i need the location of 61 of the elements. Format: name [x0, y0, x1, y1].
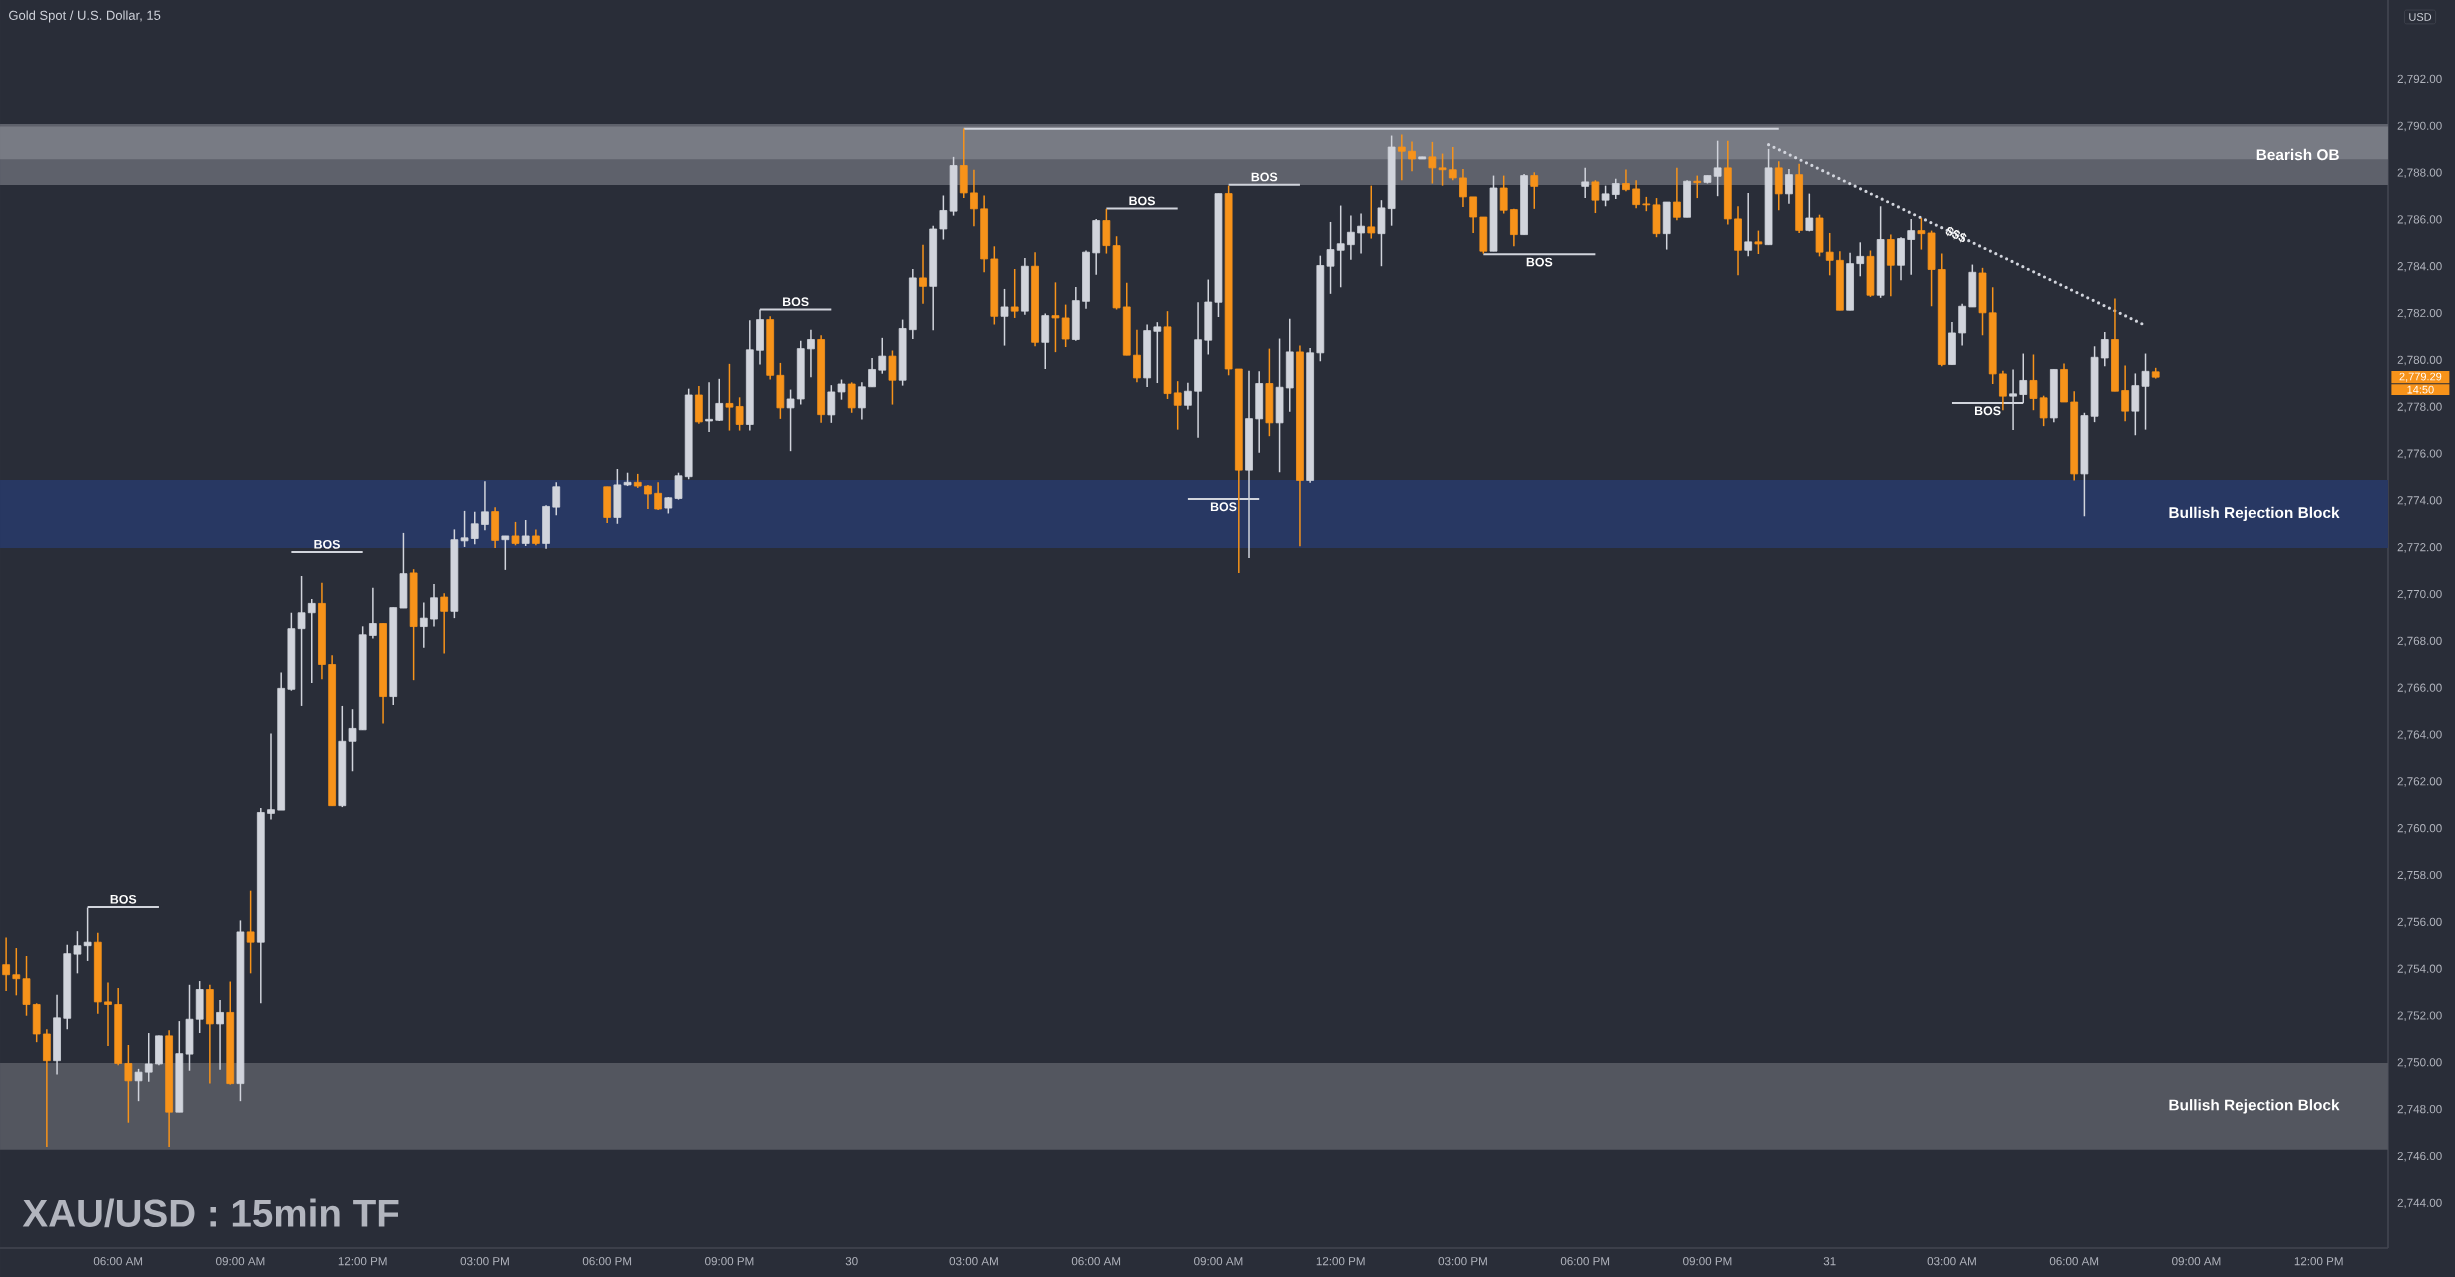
- text: XAU/USD : 15min TF: [22, 1198, 399, 1228]
- series-label: BOS: [314, 539, 340, 549]
- y-tick-label: 2,790.00: [2397, 121, 2442, 132]
- y-tick-label: 2,748.00: [2397, 1105, 2442, 1115]
- y-tick-label: 2,762.00: [2397, 777, 2442, 787]
- y-tick-label: 2,778.00: [2397, 402, 2442, 413]
- y-tick-label: 2,772.00: [2397, 543, 2442, 553]
- y-tick-label: 2,782.00: [2397, 308, 2442, 319]
- series-label: BOS: [783, 297, 809, 307]
- y-tick-label: 2,788.00: [2397, 168, 2442, 179]
- y-tick-label: 2,750.00: [2397, 1058, 2442, 1068]
- x-tick-label: 09:00 AM: [2172, 1257, 2221, 1266]
- series-label: BOS: [1974, 406, 2001, 416]
- y-tick-label: 2,776.00: [2397, 449, 2442, 460]
- x-tick-label: 09:00 PM: [705, 1257, 754, 1266]
- x-tick-label: 06:00 PM: [582, 1257, 632, 1266]
- x-tick-label: 03:00 AM: [1927, 1257, 1976, 1266]
- text: 14:50: [2407, 385, 2434, 394]
- text: 2,779.29: [2399, 372, 2442, 382]
- y-tick-label: 2,780.00: [2397, 355, 2442, 366]
- x-tick-label: 12:00 PM: [1316, 1257, 1365, 1266]
- x-tick-label: 09:00 AM: [216, 1257, 265, 1266]
- y-tick-label: 2,758.00: [2397, 870, 2442, 881]
- text: Gold Spot / U.S. Dollar, 15: [9, 10, 161, 23]
- x-tick-label: 03:00 AM: [949, 1257, 998, 1266]
- band-label: Bullish Rejection Block: [2169, 1099, 2340, 1114]
- series-label: BOS: [1210, 502, 1237, 512]
- x-tick-label: 31: [1823, 1257, 1836, 1266]
- y-tick-label: 2,760.00: [2397, 824, 2442, 834]
- y-tick-label: 2,786.00: [2397, 215, 2442, 225]
- series-label: BOS: [1251, 172, 1278, 182]
- x-tick-label: 03:00 PM: [460, 1257, 509, 1266]
- y-tick-label: 2,754.00: [2397, 964, 2442, 975]
- series-label: BOS: [1526, 257, 1553, 267]
- band-label: Bearish OB: [2256, 148, 2339, 161]
- x-tick-label: 12:00 PM: [2294, 1257, 2343, 1266]
- x-tick-label: 30: [845, 1257, 858, 1266]
- text: $$$: [1945, 226, 1967, 243]
- y-axis-title: USD: [2409, 13, 2432, 21]
- x-tick-label: 03:00 PM: [1438, 1257, 1487, 1266]
- series-label: BOS: [1129, 196, 1155, 206]
- x-tick-label: 06:00 AM: [1071, 1257, 1121, 1266]
- x-tick-label: 09:00 PM: [1683, 1257, 1732, 1266]
- y-tick-label: 2,744.00: [2397, 1198, 2442, 1209]
- x-tick-label: 06:00 PM: [1560, 1257, 1610, 1266]
- y-tick-label: 2,792.00: [2397, 74, 2442, 85]
- y-tick-label: 2,774.00: [2397, 496, 2442, 506]
- x-tick-label: 06:00 AM: [2049, 1257, 2099, 1266]
- x-tick-label: 09:00 AM: [1194, 1257, 1243, 1266]
- y-tick-label: 2,756.00: [2397, 917, 2442, 928]
- series-label: BOS: [110, 894, 137, 904]
- y-tick-label: 2,770.00: [2397, 589, 2442, 600]
- x-tick-label: 06:00 AM: [93, 1257, 143, 1266]
- y-tick-label: 2,752.00: [2397, 1011, 2442, 1021]
- band-label: Bullish Rejection Block: [2169, 506, 2340, 522]
- y-tick-label: 2,768.00: [2397, 636, 2442, 647]
- y-tick-label: 2,784.00: [2397, 262, 2442, 272]
- y-tick-label: 2,766.00: [2397, 683, 2442, 694]
- y-tick-label: 2,746.00: [2397, 1151, 2442, 1162]
- x-tick-label: 12:00 PM: [338, 1257, 387, 1266]
- y-tick-label: 2,764.00: [2397, 730, 2442, 740]
